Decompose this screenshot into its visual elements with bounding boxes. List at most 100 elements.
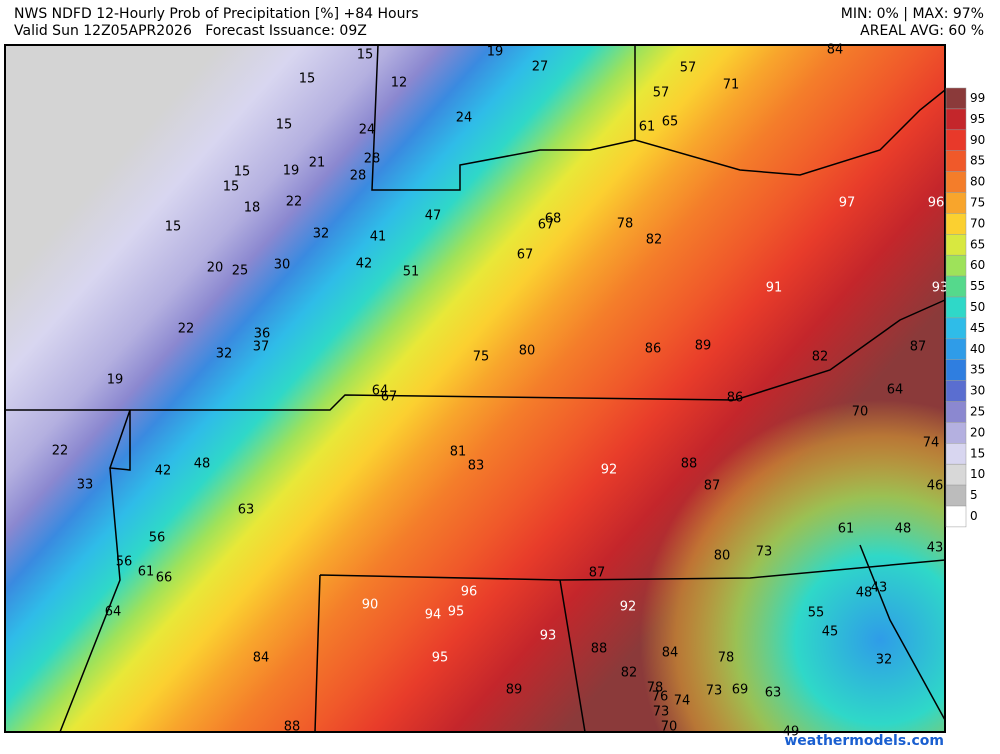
colorbar-label: 20 [970, 425, 985, 439]
value-label: 15 [223, 180, 240, 195]
colorbar-label: 0 [970, 509, 978, 523]
colorbar-swatch [945, 338, 967, 360]
value-label: 86 [645, 342, 662, 357]
value-label: 19 [107, 373, 124, 388]
colorbar-swatch [945, 422, 967, 444]
value-label: 24 [359, 123, 376, 138]
colorbar-label: 15 [970, 446, 985, 460]
value-label: 73 [706, 684, 723, 699]
colorbar-swatch [945, 317, 967, 340]
colorbar-label: 55 [970, 279, 985, 293]
value-label: 88 [591, 642, 608, 657]
value-label: 78 [617, 217, 634, 232]
colorbar-swatch [945, 108, 967, 131]
value-label: 82 [646, 233, 663, 248]
colorbar-swatch [945, 380, 967, 402]
map [4, 44, 946, 733]
state-borders [5, 44, 946, 733]
value-label: 46 [927, 479, 944, 494]
colorbar-label: 25 [970, 405, 985, 419]
value-label: 61 [838, 522, 855, 537]
value-label: 94 [425, 608, 442, 623]
value-label: 19 [487, 45, 504, 60]
pop-field-mountains [5, 45, 945, 732]
value-label: 92 [620, 600, 637, 615]
value-label: 74 [674, 694, 691, 709]
value-label: 84 [253, 651, 270, 666]
value-label: 73 [756, 545, 773, 560]
colorbar-label: 90 [970, 133, 985, 147]
value-label: 66 [156, 571, 173, 586]
value-label: 89 [695, 339, 712, 354]
value-label: 48 [895, 522, 912, 537]
value-label: 70 [661, 720, 678, 735]
colorbar-label: 80 [970, 175, 985, 189]
value-label: 15 [276, 118, 293, 133]
value-label: 21 [309, 156, 326, 171]
value-label: 63 [765, 686, 782, 701]
colorbar-swatch [945, 129, 967, 151]
map-frame [4, 44, 946, 733]
value-label: 32 [876, 653, 893, 668]
colorbar-swatch [945, 505, 967, 528]
value-label: 69 [732, 683, 749, 698]
value-label: 63 [238, 503, 255, 518]
value-label: 33 [77, 478, 94, 493]
value-label: 64 [372, 384, 389, 399]
value-label: 64 [105, 605, 122, 620]
colorbar-label: 10 [970, 467, 985, 481]
colorbar-label: 70 [970, 216, 985, 230]
value-label: 28 [364, 152, 381, 167]
areal-average: AREAL AVG: 60 % [860, 23, 984, 39]
value-label: 67 [381, 390, 398, 405]
value-label: 73 [653, 705, 670, 720]
colorbar-swatch [945, 87, 967, 110]
colorbar-swatch [945, 463, 967, 486]
colorbar-label: 40 [970, 342, 985, 356]
value-label: 48 [194, 457, 211, 472]
colorbar-swatch [945, 359, 967, 381]
colorbar-label: 65 [970, 237, 985, 251]
value-label: 28 [350, 169, 367, 184]
colorbar-label: 30 [970, 384, 985, 398]
colorbar-swatch [945, 275, 967, 298]
value-label: 22 [178, 322, 195, 337]
value-label: 18 [244, 201, 261, 216]
valid-time: Valid Sun 12Z05APR2026 Forecast Issuance… [14, 23, 367, 39]
title: NWS NDFD 12-Hourly Prob of Precipitation… [14, 6, 419, 22]
value-label: 36 [254, 327, 271, 342]
colorbar-swatch [945, 296, 967, 319]
value-label: 27 [532, 60, 549, 75]
value-label: 96 [928, 196, 945, 211]
colorbar-swatch [945, 401, 967, 423]
colorbar-label: 75 [970, 196, 985, 210]
value-label: 43 [927, 541, 944, 556]
colorbar-label: 50 [970, 300, 985, 314]
colorbar-swatch [945, 150, 967, 172]
value-label: 37 [253, 340, 270, 355]
colorbar-swatch [945, 213, 967, 235]
colorbar-swatch [945, 234, 967, 256]
colorbar-label: 95 [970, 112, 985, 126]
value-label: 93 [540, 629, 557, 644]
value-label: 84 [662, 646, 679, 661]
value-label: 61 [639, 120, 656, 135]
colorbar-label: 99 [970, 91, 985, 105]
value-label: 48 [856, 586, 873, 601]
value-label: 80 [519, 344, 536, 359]
value-label: 86 [727, 391, 744, 406]
value-label: 56 [116, 555, 133, 570]
value-label: 95 [432, 651, 449, 666]
value-label: 83 [468, 459, 485, 474]
value-label: 15 [234, 165, 251, 180]
colorbar-label: 45 [970, 321, 985, 335]
value-label: 67 [538, 218, 555, 233]
value-label: 71 [723, 78, 740, 93]
value-label: 51 [403, 265, 420, 280]
value-label: 84 [827, 43, 844, 58]
value-label: 89 [506, 683, 523, 698]
value-label: 82 [621, 666, 638, 681]
value-label: 20 [207, 261, 224, 276]
value-label: 55 [808, 606, 825, 621]
value-label: 12 [391, 76, 408, 91]
